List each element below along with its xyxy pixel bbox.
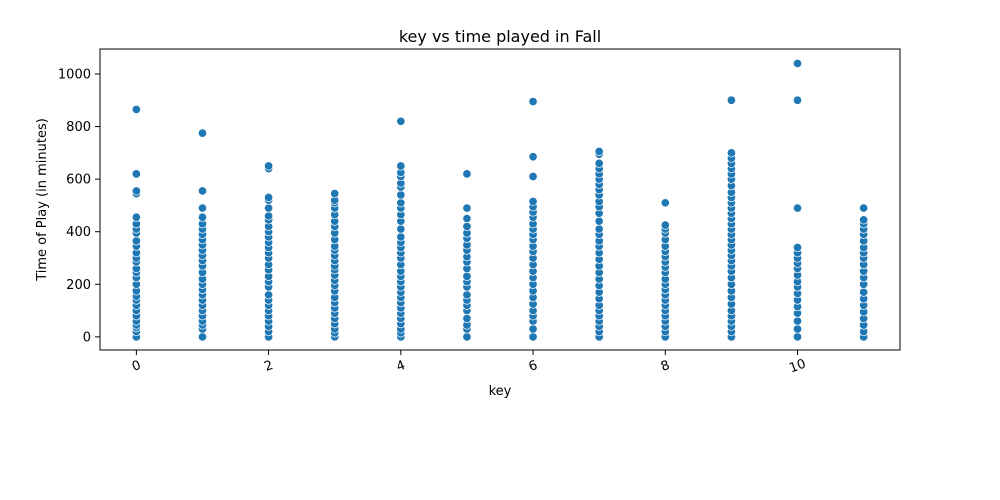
- scatter-point: [594, 158, 604, 168]
- scatter-point: [859, 215, 869, 225]
- scatter-point: [792, 324, 803, 334]
- scatter-point: [660, 198, 670, 208]
- scatter-point: [859, 287, 869, 297]
- plot-area-frame: [99, 48, 901, 351]
- y-axis: 0 200 400 600 800 1000: [58, 67, 100, 345]
- scatter-point: [792, 95, 803, 105]
- scatter-point: [462, 271, 472, 281]
- scatter-point: [528, 97, 538, 107]
- scatter-point: [396, 232, 406, 242]
- scatter-point: [264, 290, 274, 300]
- scatter-point: [859, 203, 869, 213]
- scatter-point: [396, 224, 406, 234]
- y-tick-label: 800: [66, 120, 91, 135]
- scatter-point: [594, 224, 604, 234]
- scatter-point: [264, 211, 274, 221]
- scatter-point: [462, 290, 472, 300]
- scatter-point: [462, 169, 472, 179]
- scatter-point: [197, 128, 208, 138]
- scatter-point: [197, 212, 208, 222]
- y-tick-label: 0: [83, 330, 91, 345]
- scatter-point: [792, 332, 803, 342]
- scatter-point: [462, 214, 472, 224]
- scatter-point: [131, 169, 141, 179]
- scatter-point: [528, 152, 538, 162]
- scatter-point: [396, 198, 406, 208]
- x-axis-label: key: [489, 384, 512, 399]
- chart-title: key vs time played in Fall: [399, 27, 601, 46]
- scatter-point: [594, 216, 604, 226]
- scatter-point: [462, 332, 472, 342]
- scatter-point: [264, 203, 274, 213]
- scatter-point: [396, 161, 406, 171]
- scatter-point: [131, 104, 141, 115]
- scatter-point: [462, 203, 472, 213]
- scatter-point: [528, 196, 538, 207]
- scatter-point: [726, 95, 736, 105]
- points-layer: [131, 58, 869, 342]
- scatter-point: [131, 212, 141, 222]
- scatter-point: [264, 161, 274, 171]
- scatter-point: [330, 189, 340, 199]
- x-tick-label: 8: [659, 358, 672, 375]
- scatter-point: [197, 203, 208, 213]
- scatter-point: [462, 313, 472, 323]
- scatter-point: [396, 116, 406, 126]
- scatter-point: [462, 221, 472, 231]
- scatter-point: [197, 332, 208, 342]
- scatter-point: [528, 324, 538, 334]
- x-tick-label: 4: [395, 358, 408, 375]
- scatter-point: [131, 236, 141, 246]
- scatter-point: [792, 58, 803, 69]
- scatter-point: [131, 186, 141, 196]
- x-tick-label: 2: [262, 358, 275, 375]
- x-tick-label: 6: [527, 358, 540, 375]
- y-tick-label: 400: [66, 225, 91, 240]
- scatter-point: [792, 203, 803, 213]
- scatter-point: [396, 190, 406, 200]
- scatter-point: [792, 242, 803, 253]
- scatter-point: [264, 192, 274, 203]
- scatter-point: [594, 146, 604, 157]
- scatter-point: [726, 148, 736, 158]
- x-axis: 0 2 4 6 8 10: [130, 350, 808, 376]
- scatter-point: [197, 186, 208, 196]
- y-tick-label: 1000: [58, 67, 91, 82]
- scatter-point: [792, 316, 803, 326]
- x-tick-label: 0: [130, 358, 143, 375]
- y-axis-label: Time of Play (in minutes): [35, 118, 50, 282]
- scatter-point: [528, 171, 538, 182]
- scatter-point: [528, 332, 538, 342]
- x-tick-label: 10: [787, 357, 808, 377]
- scatter-point: [660, 220, 670, 230]
- y-tick-label: 200: [66, 278, 91, 293]
- y-tick-label: 600: [66, 173, 91, 188]
